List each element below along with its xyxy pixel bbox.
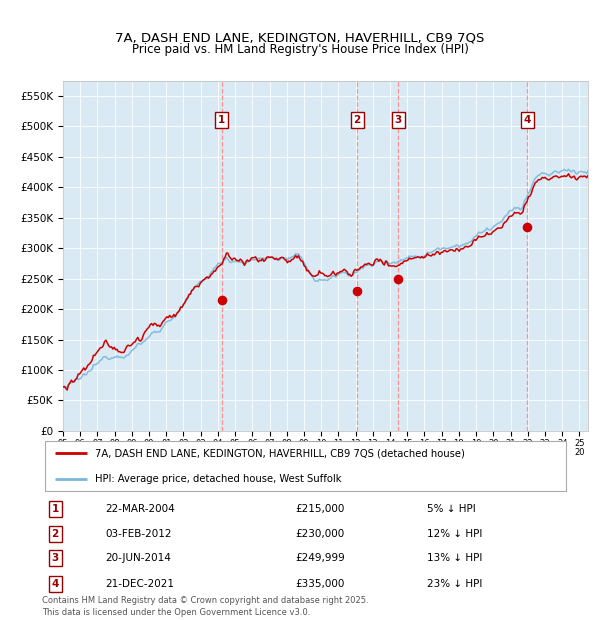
- Text: 13% ↓ HPI: 13% ↓ HPI: [427, 554, 483, 564]
- Text: 7A, DASH END LANE, KEDINGTON, HAVERHILL, CB9 7QS (detached house): 7A, DASH END LANE, KEDINGTON, HAVERHILL,…: [95, 448, 464, 458]
- Text: 1: 1: [218, 115, 226, 125]
- Text: 3: 3: [52, 554, 59, 564]
- Text: 2: 2: [353, 115, 361, 125]
- Point: [352, 286, 362, 296]
- Text: £215,000: £215,000: [295, 504, 345, 515]
- Text: 2: 2: [52, 529, 59, 539]
- Text: Contains HM Land Registry data © Crown copyright and database right 2025.
This d: Contains HM Land Registry data © Crown c…: [42, 596, 368, 617]
- Text: 4: 4: [524, 115, 531, 125]
- FancyBboxPatch shape: [44, 441, 566, 490]
- Text: 5% ↓ HPI: 5% ↓ HPI: [427, 504, 476, 515]
- Text: £335,000: £335,000: [295, 579, 345, 589]
- Text: 23% ↓ HPI: 23% ↓ HPI: [427, 579, 483, 589]
- Point: [394, 273, 403, 283]
- Text: £249,999: £249,999: [295, 554, 345, 564]
- Point: [217, 295, 227, 305]
- Text: 20-JUN-2014: 20-JUN-2014: [106, 554, 171, 564]
- Text: Price paid vs. HM Land Registry's House Price Index (HPI): Price paid vs. HM Land Registry's House …: [131, 43, 469, 56]
- Text: 21-DEC-2021: 21-DEC-2021: [106, 579, 175, 589]
- Text: 12% ↓ HPI: 12% ↓ HPI: [427, 529, 483, 539]
- Text: 03-FEB-2012: 03-FEB-2012: [106, 529, 172, 539]
- Text: 4: 4: [52, 579, 59, 589]
- Text: 3: 3: [395, 115, 402, 125]
- Text: 22-MAR-2004: 22-MAR-2004: [106, 504, 175, 515]
- Text: 7A, DASH END LANE, KEDINGTON, HAVERHILL, CB9 7QS: 7A, DASH END LANE, KEDINGTON, HAVERHILL,…: [115, 32, 485, 45]
- Text: HPI: Average price, detached house, West Suffolk: HPI: Average price, detached house, West…: [95, 474, 341, 484]
- Text: £230,000: £230,000: [295, 529, 344, 539]
- Point: [523, 222, 532, 232]
- Text: 1: 1: [52, 504, 59, 515]
